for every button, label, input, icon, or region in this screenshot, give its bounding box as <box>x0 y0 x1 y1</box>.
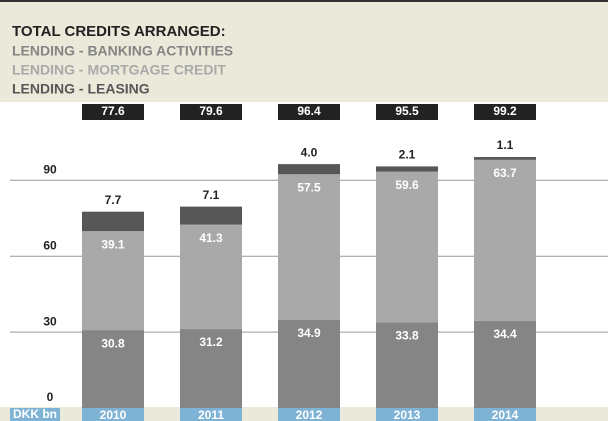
total-box <box>180 104 242 120</box>
x-tick-label: 2012 <box>296 408 323 421</box>
category-box <box>82 408 144 421</box>
data-label: 63.7 <box>493 166 517 180</box>
data-label: 59.6 <box>395 178 419 192</box>
y-tick-label: 60 <box>43 238 57 252</box>
bar-segment <box>474 157 536 160</box>
header-panel <box>0 0 608 102</box>
total-label: 95.5 <box>395 104 419 118</box>
category-box <box>278 408 340 421</box>
data-label: 41.3 <box>199 231 223 245</box>
axis-label-box <box>10 408 60 421</box>
bar-segment <box>376 322 438 408</box>
x-tick-label: 2010 <box>100 408 127 421</box>
y-tick-label: 0 <box>47 390 54 404</box>
bar-segment <box>180 329 242 408</box>
legend-entry: LENDING - MORTGAGE CREDIT <box>12 62 226 78</box>
data-label: 31.2 <box>199 335 223 349</box>
total-box <box>278 104 340 120</box>
bar-segment <box>180 206 242 225</box>
y-tick-label: 90 <box>43 162 57 176</box>
total-label: 79.6 <box>199 104 223 118</box>
total-box <box>376 104 438 120</box>
data-label: 4.0 <box>301 145 318 159</box>
y-axis-label: DKK bn <box>13 407 57 421</box>
bar-segment <box>474 320 536 408</box>
chart-title: TOTAL CREDITS ARRANGED: <box>12 23 226 40</box>
total-label: 96.4 <box>297 104 321 118</box>
data-label: 33.8 <box>395 329 419 343</box>
category-box <box>376 408 438 421</box>
legend-entry: LENDING - LEASING <box>12 81 150 97</box>
data-label: 7.7 <box>105 193 122 207</box>
legend-entry: LENDING - BANKING ACTIVITIES <box>12 43 233 59</box>
data-label: 2.1 <box>399 148 416 162</box>
bar-segment <box>474 159 536 321</box>
total-label: 77.6 <box>101 104 125 118</box>
data-label: 57.5 <box>297 180 321 194</box>
bar-segment <box>180 224 242 330</box>
bar-segment <box>376 166 438 172</box>
data-label: 30.8 <box>101 336 125 350</box>
data-label: 39.1 <box>101 237 125 251</box>
data-label: 7.1 <box>203 188 220 202</box>
bar-segment <box>278 174 340 320</box>
x-tick-label: 2013 <box>394 408 421 421</box>
total-box <box>82 104 144 120</box>
total-box <box>474 104 536 120</box>
bar-segment <box>376 171 438 323</box>
x-tick-label: 2014 <box>492 408 519 421</box>
x-tick-label: 2011 <box>198 408 224 421</box>
total-label: 99.2 <box>493 104 517 118</box>
bar-segment <box>82 231 144 331</box>
bar-segment <box>278 319 340 408</box>
category-box <box>180 408 242 421</box>
category-box <box>474 408 536 421</box>
bar-segment <box>82 211 144 232</box>
data-label: 34.4 <box>493 327 517 341</box>
data-label: 34.9 <box>297 326 321 340</box>
data-label: 1.1 <box>497 138 514 152</box>
bar-segment <box>278 164 340 175</box>
bar-segment <box>82 330 144 408</box>
y-tick-label: 30 <box>43 314 57 328</box>
